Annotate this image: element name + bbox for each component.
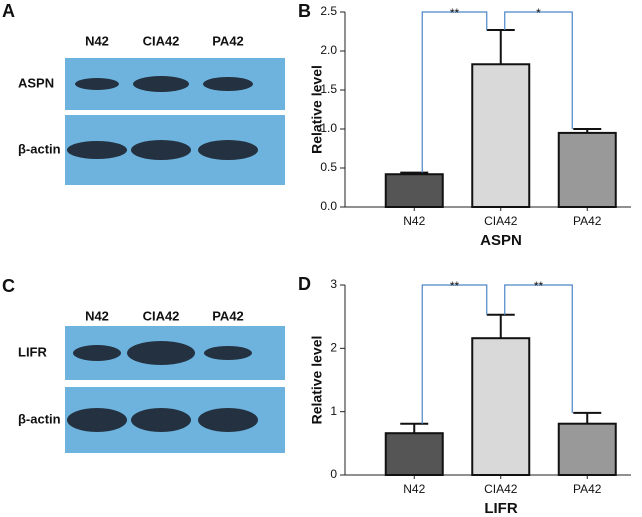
significance-bracket	[504, 284, 573, 413]
y-tick-label: 0.0	[320, 199, 337, 213]
blot-band	[204, 346, 252, 360]
bar	[557, 131, 617, 208]
lane-label: N42	[85, 308, 109, 323]
significance-bracket	[504, 11, 573, 129]
blot-band	[67, 141, 127, 159]
x-tick-label: CIA42	[484, 214, 518, 228]
bar	[557, 422, 617, 477]
blot-band	[127, 341, 195, 365]
significance-label: **	[534, 279, 544, 293]
y-tick-label: 2.5	[320, 4, 337, 18]
bar	[384, 173, 444, 209]
bar	[471, 337, 531, 477]
y-tick-label: 3	[330, 277, 337, 291]
blot-band	[131, 140, 191, 160]
x-tick-label: CIA42	[484, 482, 518, 496]
x-tick-label: N42	[403, 214, 425, 228]
lane-label: N42	[85, 33, 109, 48]
x-tick-label: PA42	[573, 482, 602, 496]
x-tick-label: PA42	[573, 214, 602, 228]
blot-band	[75, 78, 119, 90]
y-axis-label: Relative level	[309, 65, 325, 154]
significance-label: **	[450, 279, 460, 293]
y-tick-label: 2	[330, 341, 337, 355]
y-tick-label: 1	[330, 404, 337, 418]
x-axis-label: LIFR	[484, 500, 517, 517]
bar	[384, 432, 444, 477]
row-label: ASPN	[18, 75, 54, 90]
significance-bracket	[421, 11, 488, 173]
blot-band	[133, 76, 189, 92]
x-axis-label: ASPN	[480, 232, 522, 249]
row-label: β-actin	[18, 141, 61, 156]
lane-label: CIA42	[143, 33, 180, 48]
panel-label: C	[2, 276, 15, 296]
y-tick-label: 1.5	[320, 82, 337, 96]
blot-band	[198, 140, 258, 160]
y-tick-label: 0.5	[320, 160, 337, 174]
blot-band	[67, 408, 127, 432]
blot-band	[198, 408, 258, 432]
panel-label: D	[298, 274, 311, 294]
y-axis-label: Relative level	[309, 336, 325, 425]
significance-label: **	[450, 6, 460, 20]
y-tick-label: 0	[330, 467, 337, 481]
significance-label: *	[536, 6, 541, 20]
bar	[471, 63, 531, 209]
y-tick-label: 2.0	[320, 43, 337, 57]
blot-band	[203, 77, 253, 91]
panel-label: B	[298, 1, 311, 21]
panel-label: A	[2, 1, 15, 21]
row-label: LIFR	[18, 344, 47, 359]
lane-label: PA42	[212, 308, 244, 323]
lane-label: PA42	[212, 33, 244, 48]
blot-band	[73, 345, 121, 361]
x-tick-label: N42	[403, 482, 425, 496]
lane-label: CIA42	[143, 308, 180, 323]
y-tick-label: 1.0	[320, 121, 337, 135]
significance-bracket	[421, 284, 488, 424]
blot-band	[131, 408, 191, 432]
row-label: β-actin	[18, 411, 61, 426]
